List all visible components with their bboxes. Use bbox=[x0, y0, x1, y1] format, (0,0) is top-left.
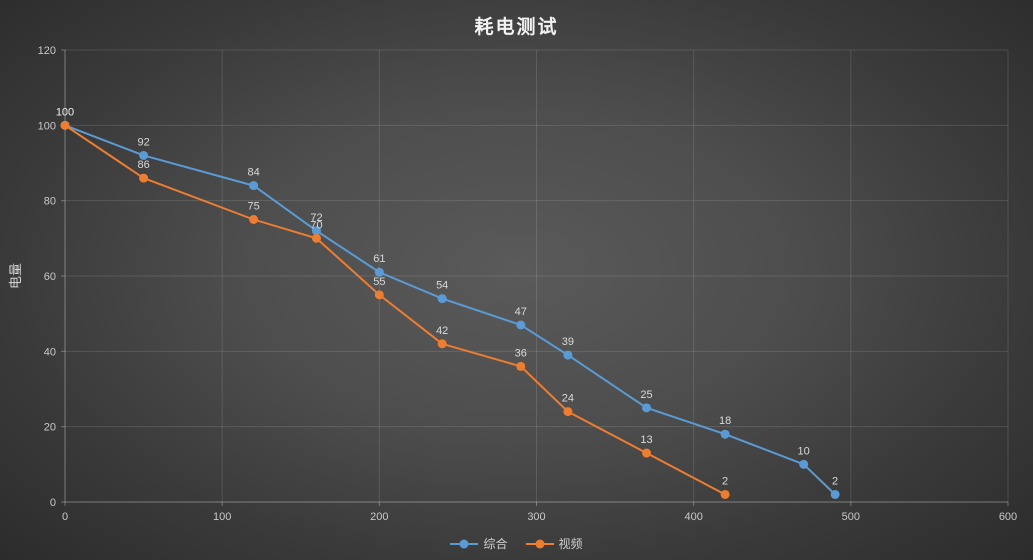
legend-marker-icon bbox=[525, 539, 554, 548]
legend-item-综合[interactable]: 综合 bbox=[450, 535, 508, 552]
data-point-综合 bbox=[437, 294, 447, 304]
data-point-视频 bbox=[311, 233, 321, 243]
data-label-综合: 39 bbox=[562, 336, 574, 348]
data-label-视频: 86 bbox=[137, 159, 149, 171]
y-tick-label: 40 bbox=[44, 346, 56, 358]
data-point-综合 bbox=[249, 181, 259, 191]
x-tick-label: 400 bbox=[684, 511, 702, 523]
data-label-视频: 75 bbox=[247, 201, 259, 213]
data-label-综合: 47 bbox=[515, 306, 527, 318]
chart-title: 耗电测试 bbox=[474, 17, 559, 38]
data-point-视频 bbox=[642, 448, 652, 458]
data-point-视频 bbox=[437, 339, 447, 349]
data-label-视频: 2 bbox=[722, 475, 728, 487]
data-point-综合 bbox=[720, 429, 730, 439]
data-label-综合: 100 bbox=[56, 106, 74, 118]
y-tick-label: 60 bbox=[44, 271, 56, 283]
y-axis-title: 电量 bbox=[8, 263, 23, 289]
y-tick-label: 20 bbox=[44, 422, 56, 434]
data-point-综合 bbox=[516, 320, 526, 330]
x-tick-label: 600 bbox=[999, 511, 1017, 523]
data-point-视频 bbox=[249, 215, 259, 224]
data-label-视频: 70 bbox=[310, 219, 322, 231]
legend-marker-icon bbox=[450, 539, 479, 548]
x-tick-label: 500 bbox=[842, 511, 860, 523]
data-point-综合 bbox=[563, 350, 573, 360]
data-label-综合: 18 bbox=[719, 415, 731, 427]
data-label-综合: 84 bbox=[247, 167, 259, 179]
legend: 综合 视频 bbox=[0, 535, 1033, 552]
data-label-综合: 72 bbox=[310, 212, 322, 224]
data-label-视频: 42 bbox=[436, 325, 448, 337]
data-label-视频: 13 bbox=[640, 434, 652, 446]
data-label-综合: 61 bbox=[373, 253, 385, 265]
data-point-视频 bbox=[516, 361, 526, 371]
data-point-视频 bbox=[139, 173, 149, 183]
x-tick-label: 200 bbox=[370, 511, 388, 523]
y-tick-label: 120 bbox=[38, 45, 56, 57]
y-tick-label: 80 bbox=[44, 196, 56, 208]
legend-label: 综合 bbox=[483, 537, 508, 551]
x-tick-label: 100 bbox=[213, 511, 231, 523]
legend-label: 视频 bbox=[558, 537, 583, 551]
data-point-综合 bbox=[374, 267, 384, 277]
data-label-视频: 24 bbox=[562, 393, 574, 405]
y-tick-label: 100 bbox=[38, 120, 56, 132]
data-point-视频 bbox=[374, 290, 384, 300]
data-label-综合: 92 bbox=[137, 136, 149, 148]
data-label-视频: 36 bbox=[515, 347, 527, 359]
series-line-综合 bbox=[64, 124, 837, 496]
data-point-综合 bbox=[139, 150, 149, 160]
data-label-综合: 54 bbox=[436, 280, 448, 292]
data-point-综合 bbox=[311, 226, 321, 236]
data-point-综合 bbox=[799, 459, 809, 469]
legend-item-视频[interactable]: 视频 bbox=[525, 535, 583, 552]
data-label-综合: 10 bbox=[798, 445, 810, 457]
data-label-视频: 55 bbox=[373, 276, 385, 288]
data-point-综合 bbox=[830, 489, 840, 499]
x-tick-label: 0 bbox=[62, 511, 68, 523]
data-label-视频: 100 bbox=[56, 106, 74, 118]
data-label-综合: 25 bbox=[640, 389, 652, 401]
series-line-视频 bbox=[64, 124, 727, 496]
data-point-视频 bbox=[720, 489, 730, 499]
y-tick-label: 0 bbox=[50, 497, 56, 509]
data-point-视频 bbox=[60, 120, 70, 130]
x-tick-label: 300 bbox=[527, 511, 545, 523]
data-label-综合: 2 bbox=[832, 475, 838, 487]
data-point-综合 bbox=[642, 403, 652, 413]
data-point-视频 bbox=[563, 407, 573, 417]
